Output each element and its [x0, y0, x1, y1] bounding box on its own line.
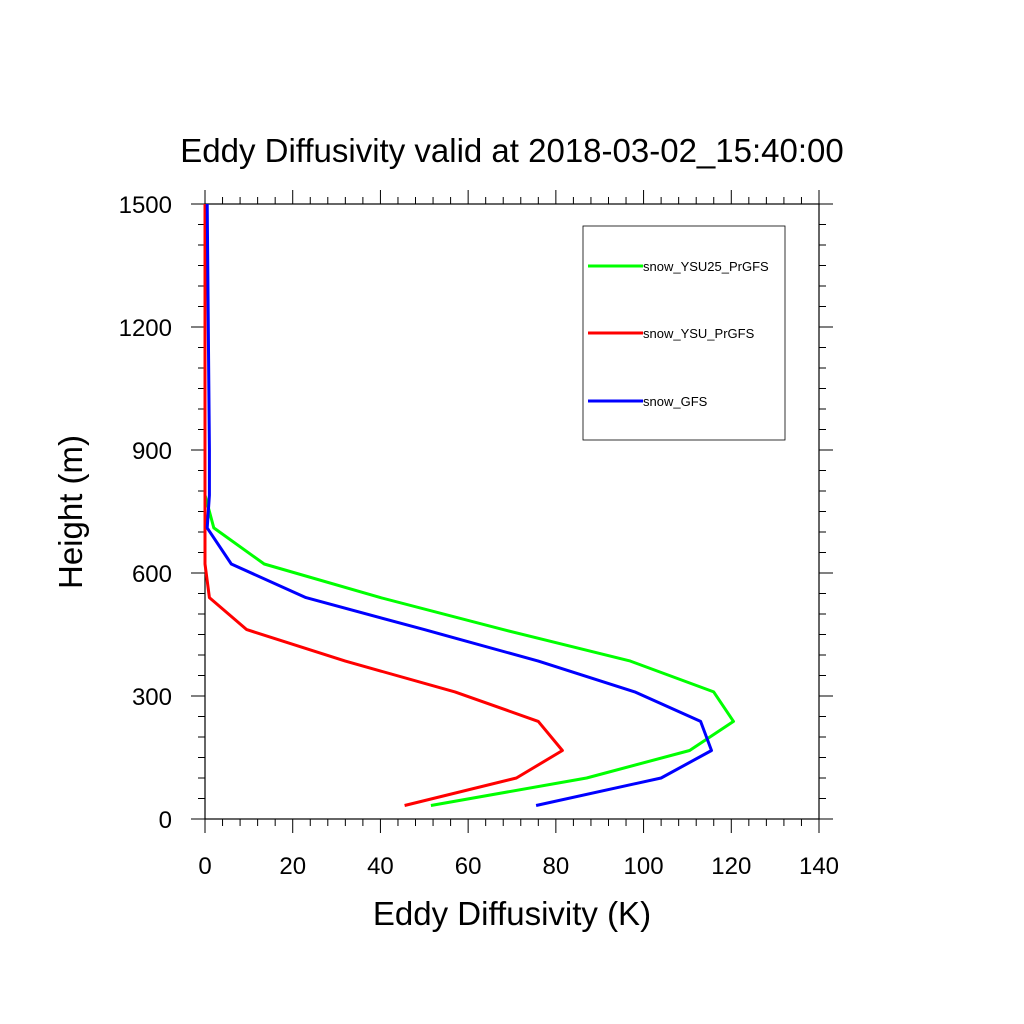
x-axis-label: Eddy Diffusivity (K) [373, 895, 651, 932]
y-tick-label: 1500 [119, 192, 172, 219]
x-tick-label: 100 [624, 853, 664, 880]
legend-label: snow_GFS [643, 394, 708, 409]
x-tick-label: 140 [799, 853, 839, 880]
y-axis: 0 300 600 900 1200 1500 [119, 192, 833, 834]
legend: snow_YSU25_PrGFS snow_YSU_PrGFS snow_GFS [582, 225, 786, 441]
series-line-snow_GFS [205, 203, 713, 807]
y-tick-label: 600 [132, 561, 172, 588]
series-line-snow_YSU_PrGFS [203, 204, 564, 807]
series-line-snow_YSU25_PrGFS [203, 204, 735, 807]
chart-title: Eddy Diffusivity valid at 2018-03-02_15:… [180, 132, 843, 169]
x-axis: 0 20 40 60 80 100 120 140 [198, 190, 839, 880]
y-axis-label: Height (m) [52, 435, 89, 589]
x-tick-label: 0 [198, 853, 211, 880]
x-tick-label: 120 [711, 853, 751, 880]
series-lines [203, 203, 735, 807]
y-tick-label: 0 [159, 807, 172, 834]
legend-label: snow_YSU25_PrGFS [643, 259, 769, 274]
y-tick-label: 900 [132, 438, 172, 465]
x-tick-label: 20 [279, 853, 306, 880]
y-tick-label: 1200 [119, 315, 172, 342]
x-tick-label: 80 [543, 853, 570, 880]
legend-label: snow_YSU_PrGFS [643, 326, 755, 341]
x-tick-label: 60 [455, 853, 482, 880]
x-tick-label: 40 [367, 853, 394, 880]
y-tick-label: 300 [132, 684, 172, 711]
